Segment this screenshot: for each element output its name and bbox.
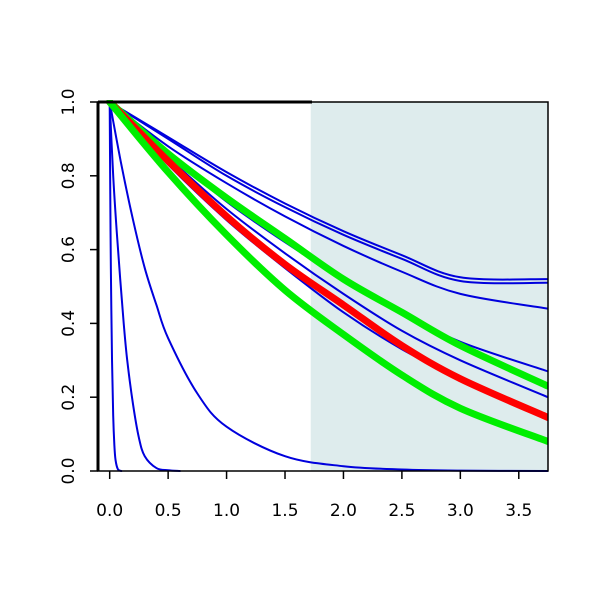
- x-tick-label: 1.0: [213, 501, 240, 521]
- x-tick-label: 0.5: [155, 501, 182, 521]
- series-line-12: [106, 100, 548, 445]
- y-tick-label: 0.4: [59, 310, 79, 337]
- shaded-region: [310, 102, 548, 471]
- x-tick-label: 3.0: [447, 501, 474, 521]
- series-line-7: [108, 101, 548, 472]
- x-tick-label: 3.5: [505, 501, 532, 521]
- y-tick-label: 1.0: [59, 88, 79, 115]
- series-line-1: [108, 101, 548, 281]
- series-line-10: [106, 100, 548, 390]
- series-line-2: [108, 101, 548, 285]
- y-tick-label: 0.2: [59, 384, 79, 411]
- series-line-3: [108, 101, 548, 310]
- y-tick-label: 0.0: [59, 457, 79, 484]
- y-tick-label: 0.8: [59, 162, 79, 189]
- x-tick-label: 2.5: [388, 501, 415, 521]
- series-line-11: [106, 100, 548, 421]
- x-tick-label: 0.0: [96, 501, 123, 521]
- series-line-8: [108, 101, 181, 472]
- x-tick-label: 1.5: [271, 501, 298, 521]
- y-tick-label: 0.6: [59, 236, 79, 263]
- x-tick-label: 2.0: [330, 501, 357, 521]
- series-line-9: [108, 101, 123, 472]
